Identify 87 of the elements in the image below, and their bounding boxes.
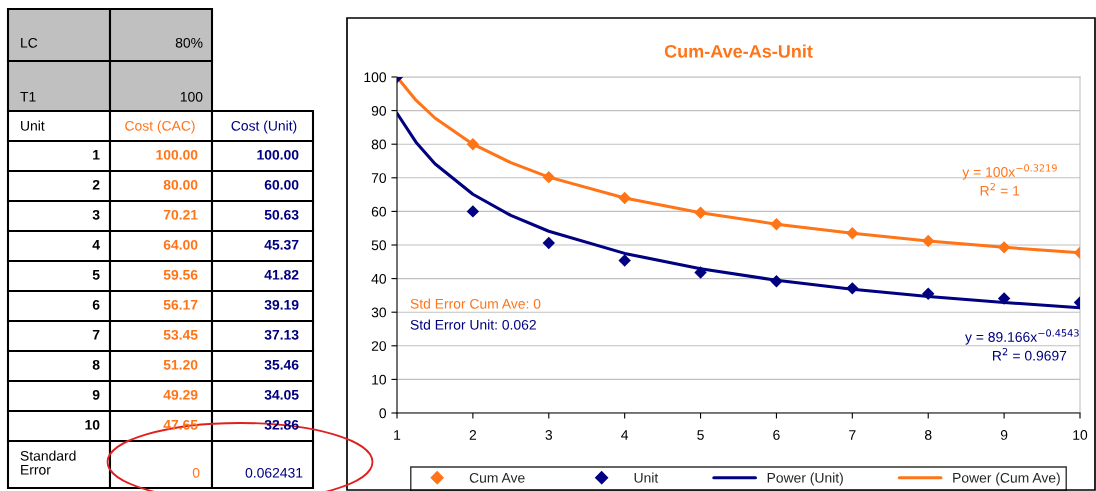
text: Standard Error bbox=[20, 450, 76, 475]
annotation: Std Error Cum Ave: 0 bbox=[410, 298, 541, 309]
text: 53.45 bbox=[163, 329, 198, 340]
point bbox=[466, 205, 480, 218]
text: 37.13 bbox=[264, 329, 299, 340]
x-tick-label: 1 bbox=[394, 430, 401, 440]
x-tick-label: 8 bbox=[924, 430, 932, 440]
line-series bbox=[397, 111, 1080, 310]
text: Cost (Unit) bbox=[231, 120, 297, 134]
y-tick-label: 10 bbox=[372, 374, 387, 385]
point bbox=[997, 241, 1011, 254]
text: 80% bbox=[175, 37, 203, 48]
text: Cost (CAC) bbox=[125, 120, 195, 134]
y-tick-label: 40 bbox=[371, 273, 387, 284]
text: 3 bbox=[92, 209, 100, 220]
text: 41.82 bbox=[264, 269, 299, 280]
text: 64.00 bbox=[163, 239, 198, 250]
text: 100 bbox=[180, 91, 203, 102]
y-tick-label: 60 bbox=[371, 206, 387, 217]
x-tick-label: 10 bbox=[1073, 430, 1088, 440]
annotation: y = 89.166x$^{−0.4543}$ bbox=[965, 329, 1079, 345]
point bbox=[770, 275, 783, 288]
point bbox=[770, 217, 783, 231]
text: 60.00 bbox=[264, 179, 299, 190]
text: 6 bbox=[92, 299, 100, 310]
y-tick-label: 100 bbox=[364, 72, 387, 83]
text: Unit bbox=[21, 120, 45, 131]
x-tick-label: 9 bbox=[1000, 430, 1008, 440]
y-tick-label: 50 bbox=[371, 240, 387, 251]
text: 10 bbox=[85, 419, 100, 430]
text: 80.00 bbox=[163, 179, 198, 190]
annotation: y = 100x$^{−0.3219}$ bbox=[962, 164, 1057, 180]
point bbox=[466, 137, 480, 151]
text: 7 bbox=[92, 330, 100, 340]
point bbox=[618, 191, 631, 205]
point bbox=[542, 170, 555, 184]
text: 0 bbox=[192, 467, 200, 478]
text: 0.062431 bbox=[245, 467, 303, 478]
text: 70.21 bbox=[163, 209, 198, 220]
x-tick-label: 2 bbox=[469, 430, 477, 440]
text: 1 bbox=[93, 150, 100, 160]
point bbox=[542, 236, 555, 250]
annotation: Std Error Unit: 0.062 bbox=[410, 319, 536, 330]
text: 45.37 bbox=[264, 239, 299, 250]
text: 50.63 bbox=[264, 209, 299, 220]
text: 9 bbox=[92, 389, 100, 400]
point bbox=[922, 287, 935, 300]
legend-label: Cum Ave bbox=[469, 472, 525, 483]
text: 49.29 bbox=[163, 389, 198, 400]
text: 56.17 bbox=[163, 299, 198, 310]
x-tick-label: 3 bbox=[545, 430, 553, 440]
text: 4 bbox=[92, 240, 100, 250]
text: 39.19 bbox=[264, 299, 299, 310]
legend-label: Power (Cum Ave) bbox=[953, 472, 1060, 486]
x-tick-label: 6 bbox=[773, 430, 780, 440]
point bbox=[846, 282, 859, 295]
point bbox=[997, 292, 1011, 305]
legend-label: Power (Unit) bbox=[767, 472, 843, 486]
x-tick-label: 5 bbox=[697, 430, 704, 440]
x-tick-label: 7 bbox=[849, 430, 856, 440]
y-tick-label: 0 bbox=[379, 408, 387, 419]
y-tick-label: 20 bbox=[371, 341, 387, 351]
text: 8 bbox=[92, 359, 100, 370]
y-tick-label: 30 bbox=[371, 307, 387, 318]
y-tick-label: 80 bbox=[371, 139, 387, 150]
point bbox=[694, 266, 707, 279]
annotation: R$^{2}$ = 0.9697 bbox=[993, 347, 1067, 361]
text: 100.00 bbox=[156, 149, 198, 160]
point bbox=[618, 254, 631, 267]
text: 59.56 bbox=[163, 269, 198, 280]
y-tick-label: 70 bbox=[371, 173, 387, 183]
chart-title: Cum-Ave-As-Unit bbox=[664, 44, 813, 58]
annotation: R$^{2}$ = 1 bbox=[980, 182, 1020, 196]
y-tick-label: 90 bbox=[371, 105, 387, 116]
text: 2 bbox=[92, 179, 100, 190]
text: T1 bbox=[20, 92, 36, 102]
x-tick-label: 4 bbox=[621, 430, 629, 440]
text: LC bbox=[21, 37, 38, 48]
text: 100.00 bbox=[257, 149, 299, 160]
text: 51.20 bbox=[163, 359, 198, 370]
text: 34.05 bbox=[264, 389, 299, 400]
legend-label: Unit bbox=[634, 472, 659, 483]
text: 5 bbox=[92, 270, 100, 280]
point bbox=[694, 206, 707, 219]
text: 35.46 bbox=[264, 359, 299, 370]
point bbox=[846, 227, 859, 240]
point bbox=[922, 234, 935, 248]
